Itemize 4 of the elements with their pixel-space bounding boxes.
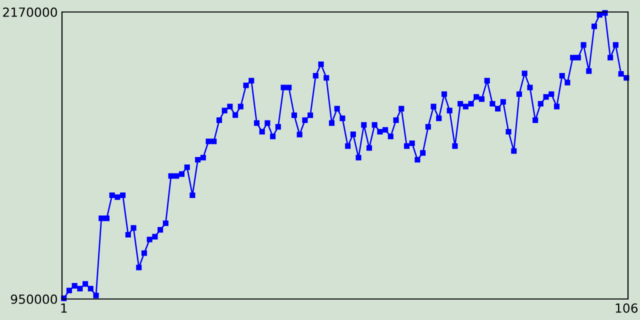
x-tick-label: 1 [61,304,67,313]
y-tick-label: 2170000 [3,7,57,17]
y-tick-label: 950000 [10,294,57,304]
x-tick-label: 106 [616,303,638,313]
